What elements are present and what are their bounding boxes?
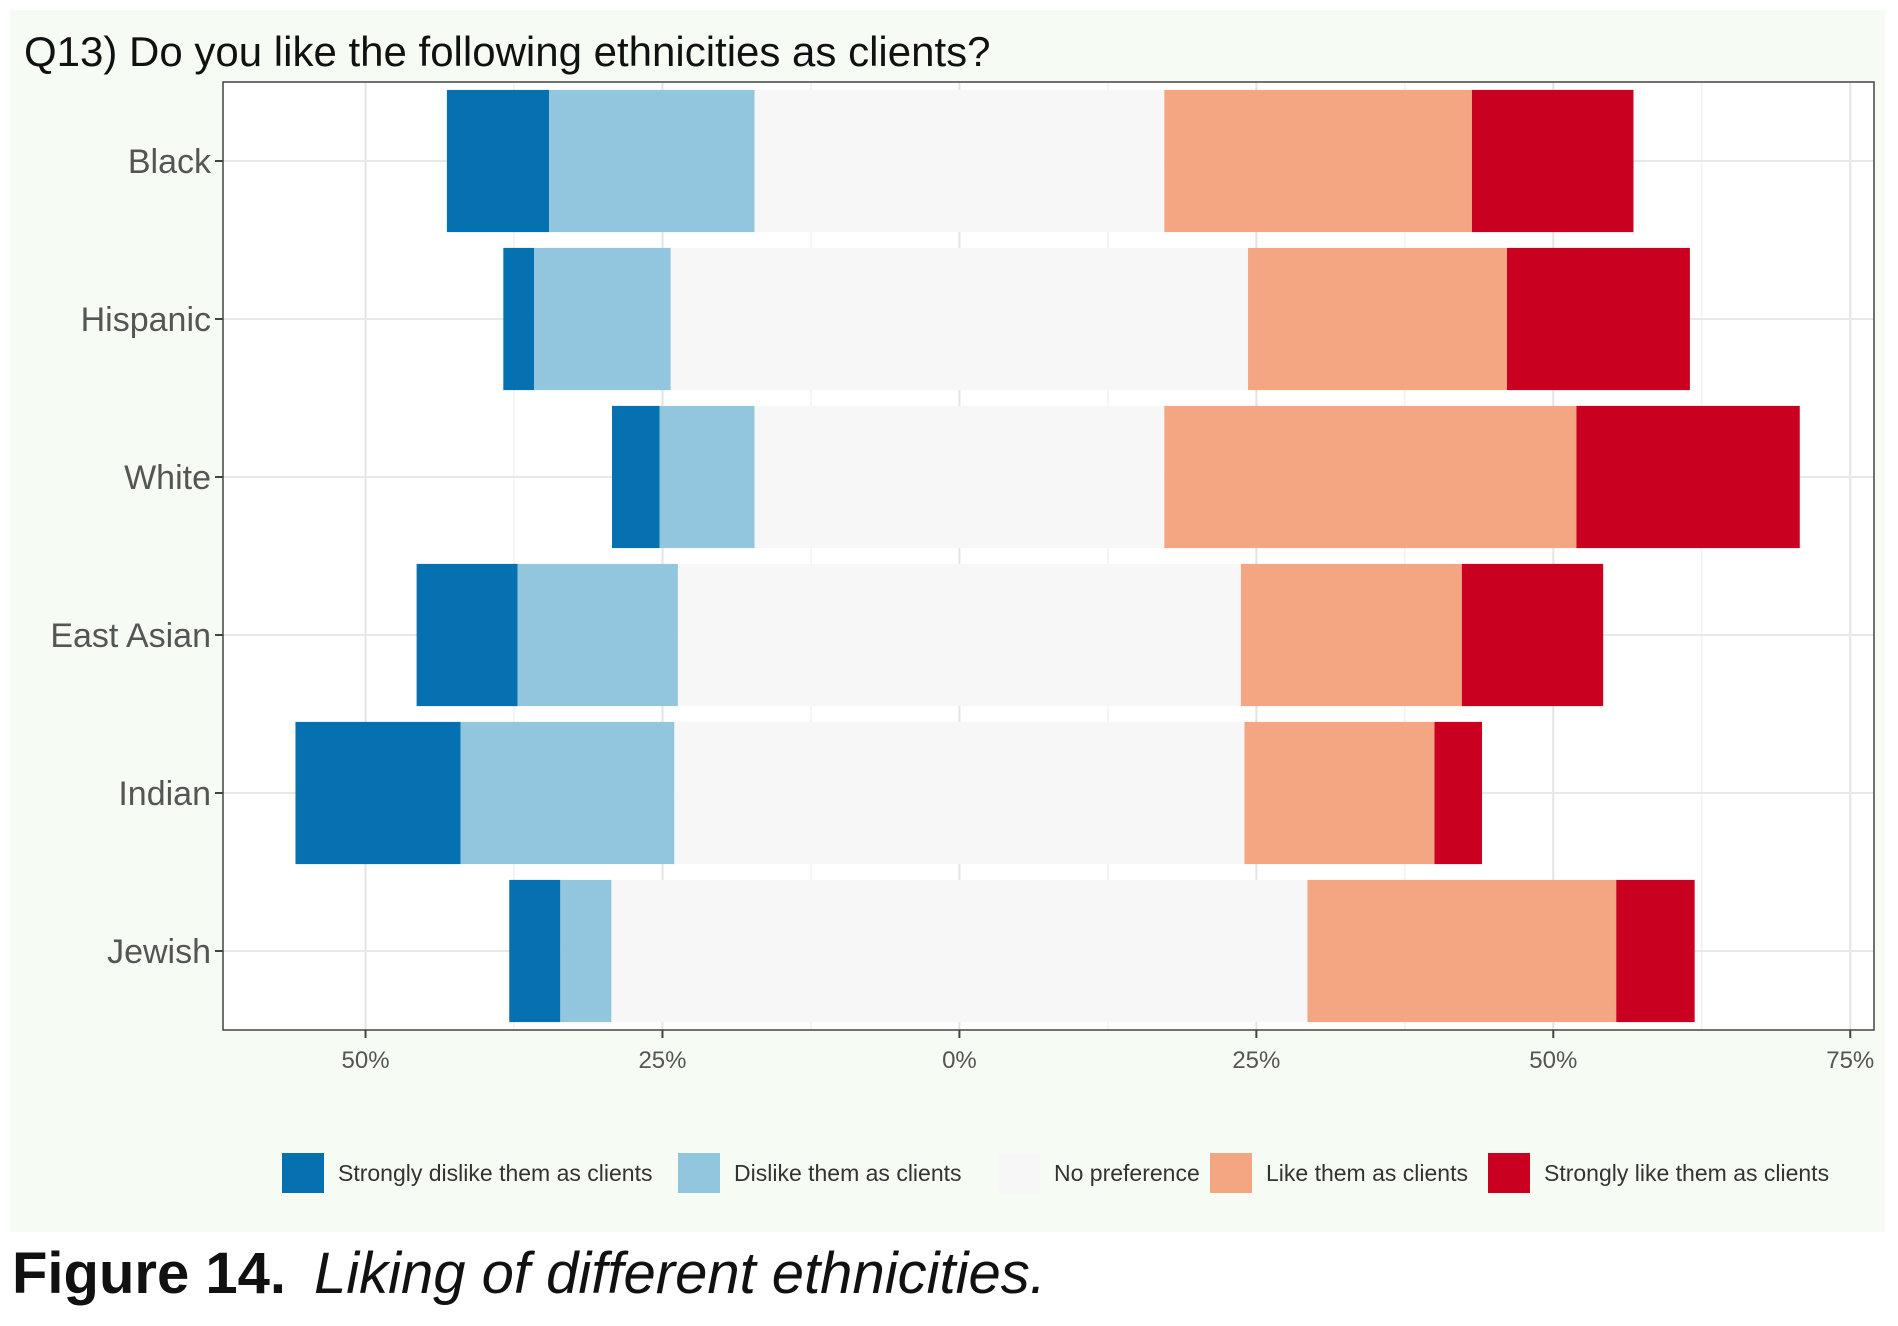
bar-white-5: [1576, 405, 1800, 549]
legend-entry: Strongly dislike them as clients: [338, 1160, 652, 1186]
bar-white-2: [659, 405, 755, 549]
figure-caption: Figure 14. Liking of different ethnicitie…: [12, 1240, 1046, 1307]
bar-white-4: [1164, 405, 1577, 549]
caption-text: Liking of different ethnicities.: [313, 1241, 1046, 1306]
x-tick-label: 50%: [1529, 1047, 1577, 1074]
bar-black-2: [549, 89, 755, 233]
bar-hispanic-2: [534, 247, 671, 391]
x-tick-label: 25%: [638, 1047, 686, 1074]
bar-jewish-4: [1307, 879, 1617, 1023]
bar-jewish-5: [1616, 879, 1695, 1023]
bar-indian-5: [1434, 721, 1483, 865]
likert-chart: Q13) Do you like the following ethniciti…: [24, 28, 1875, 1193]
legend-entry: No preference: [1054, 1160, 1200, 1186]
bar-indian-2: [460, 721, 675, 865]
caption-number: Figure 14.: [12, 1241, 286, 1306]
legend-entry: Strongly like them as clients: [1544, 1160, 1829, 1186]
legend-swatch: [1488, 1153, 1530, 1193]
y-tick-label: White: [124, 459, 211, 497]
legend-swatch: [282, 1153, 324, 1193]
bar-jewish-3: [611, 879, 1308, 1023]
bar-east-asian-4: [1240, 563, 1462, 707]
chart-title: Q13) Do you like the following ethniciti…: [24, 28, 991, 75]
bar-jewish-2: [560, 879, 612, 1023]
legend-swatch: [678, 1153, 720, 1193]
legend-swatch: [1210, 1153, 1252, 1193]
x-tick-label: 75%: [1826, 1047, 1874, 1074]
bar-indian-3: [674, 721, 1245, 865]
y-tick-label: Indian: [118, 775, 211, 813]
bar-black-3: [754, 89, 1165, 233]
bar-white-3: [754, 405, 1165, 549]
y-tick-label: Hispanic: [81, 301, 211, 339]
legend-entry: Like them as clients: [1266, 1160, 1468, 1186]
bar-east-asian-1: [416, 563, 518, 707]
bar-black-1: [446, 89, 550, 233]
bar-black-5: [1471, 89, 1634, 233]
bar-jewish-1: [509, 879, 561, 1023]
bar-white-1: [611, 405, 660, 549]
bar-east-asian-2: [517, 563, 678, 707]
y-tick-label: East Asian: [50, 617, 211, 655]
bar-indian-1: [295, 721, 461, 865]
bar-indian-4: [1244, 721, 1435, 865]
y-tick-label: Jewish: [107, 933, 211, 971]
bar-east-asian-5: [1461, 563, 1604, 707]
bar-hispanic-1: [503, 247, 535, 391]
x-tick-label: 25%: [1232, 1047, 1280, 1074]
figure-panel: Q13) Do you like the following ethniciti…: [10, 10, 1885, 1232]
legend: Strongly dislike them as clients Dislike …: [282, 1153, 1829, 1193]
bar-hispanic-3: [670, 247, 1249, 391]
plot-border: [222, 81, 1875, 1031]
bar-hispanic-5: [1506, 247, 1690, 391]
bar-black-4: [1164, 89, 1472, 233]
plot-background: [223, 82, 1874, 1030]
x-tick-label: 50%: [342, 1047, 390, 1074]
y-tick-label: Black: [128, 143, 212, 181]
legend-entry: Dislike them as clients: [734, 1160, 962, 1186]
bar-east-asian-3: [677, 563, 1241, 707]
x-tick-label: 0%: [942, 1047, 977, 1074]
plot-area: Black Hispanic White East Asian Indian Jewish…: [50, 81, 1875, 1074]
legend-swatch: [998, 1153, 1040, 1193]
bar-hispanic-4: [1248, 247, 1507, 391]
